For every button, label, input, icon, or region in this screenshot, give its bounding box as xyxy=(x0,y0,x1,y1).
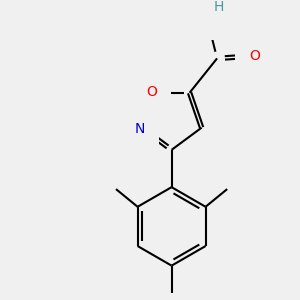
Text: H: H xyxy=(214,0,224,14)
Text: O: O xyxy=(249,50,260,63)
Text: N: N xyxy=(134,122,145,136)
Text: O: O xyxy=(200,12,211,26)
Text: O: O xyxy=(146,85,157,99)
